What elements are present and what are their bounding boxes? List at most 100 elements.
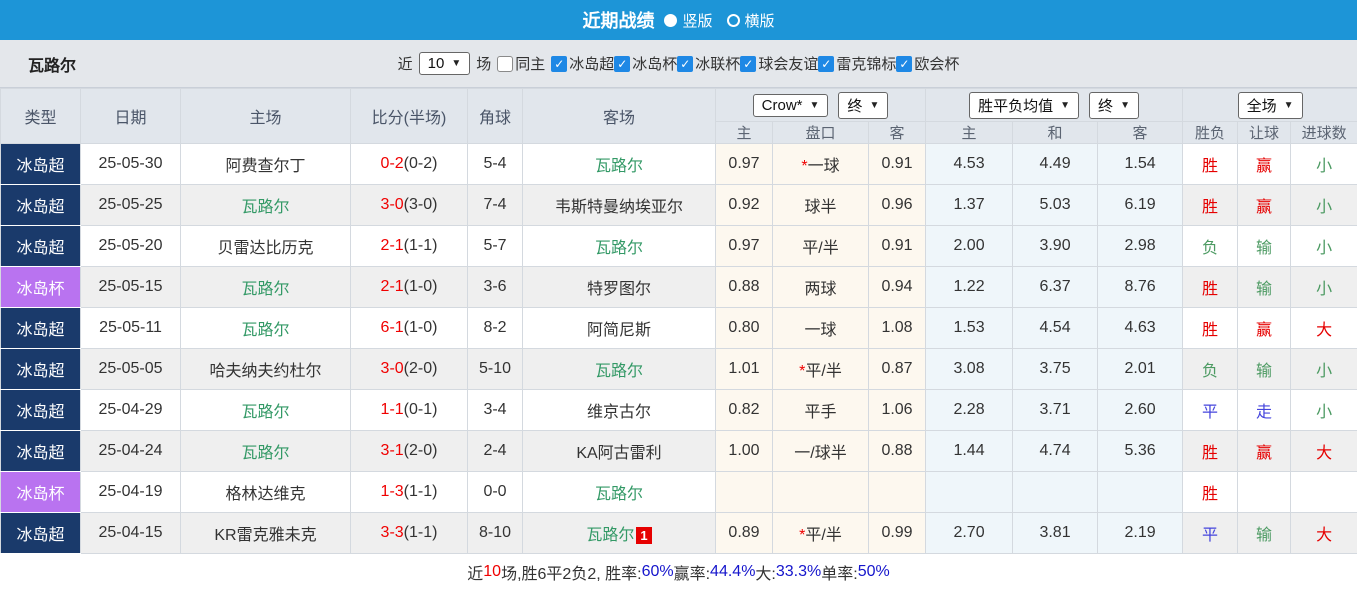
away-team[interactable]: 特罗图尔 (523, 267, 716, 308)
radio-icon[interactable] (727, 14, 740, 27)
home-team[interactable]: 瓦路尔 (181, 185, 351, 226)
league-filter[interactable]: ✓ 雷克锦标 (818, 53, 896, 74)
euro-odds-time-value: 终 (1098, 95, 1113, 116)
handicap-result-cell: 赢 (1238, 431, 1291, 472)
asian-home-odds: 0.92 (716, 185, 773, 226)
scope-select[interactable]: 全场 ▼ (1238, 92, 1303, 119)
away-team-name[interactable]: 韦斯特曼纳埃亚尔 (555, 199, 683, 216)
handicap-result-cell: 赢 (1238, 185, 1291, 226)
bookmaker-select[interactable]: Crow* ▼ (753, 94, 829, 117)
sub-header-asian-home: 主 (716, 122, 773, 144)
col-header-score: 比分(半场) (351, 89, 468, 144)
table-row: 冰岛超 25-05-11 瓦路尔 6-1(1-0) 8-2 阿简尼斯 0.80 … (1, 308, 1357, 349)
away-team[interactable]: 瓦路尔 (523, 349, 716, 390)
sub-header-win: 主 (926, 122, 1013, 144)
home-team[interactable]: 阿费查尔丁 (181, 144, 351, 185)
odds-draw: 6.37 (1013, 267, 1098, 308)
away-team[interactable]: 韦斯特曼纳埃亚尔 (523, 185, 716, 226)
euro-odds-time-select[interactable]: 终 ▼ (1089, 92, 1139, 119)
home-team[interactable]: 瓦路尔 (181, 308, 351, 349)
footer-stat-segment: 近 (467, 560, 483, 584)
goals-result-cell: 小 (1291, 226, 1357, 267)
home-team[interactable]: 格林达维克 (181, 472, 351, 513)
result-cell: 胜 (1183, 144, 1238, 185)
away-team-name[interactable]: 瓦路尔 (595, 363, 643, 380)
away-team-name[interactable]: 瓦路尔 (595, 158, 643, 175)
league-filter[interactable]: ✓ 冰联杯 (677, 53, 740, 74)
match-date: 25-05-05 (81, 349, 181, 390)
same-home-checkbox[interactable]: ✓ (497, 56, 513, 72)
away-team-name[interactable]: 维京古尔 (587, 404, 651, 421)
odds-draw: 4.54 (1013, 308, 1098, 349)
league-label: 冰岛超 (569, 53, 614, 74)
home-team[interactable]: 瓦路尔 (181, 390, 351, 431)
asian-home-odds: 0.82 (716, 390, 773, 431)
same-home-filter[interactable]: ✓ 同主 (497, 53, 545, 74)
layout-radio[interactable]: 横版 (727, 10, 775, 31)
away-team[interactable]: 维京古尔 (523, 390, 716, 431)
layout-radio-group: 竖版 横版 (664, 10, 774, 31)
sub-header-asian-away: 客 (869, 122, 926, 144)
match-count-select[interactable]: 10 ▼ (419, 52, 471, 75)
home-team[interactable]: 瓦路尔 (181, 431, 351, 472)
footer-stat-segment: 场,胜6平2负2, 胜率: (501, 560, 641, 584)
away-team[interactable]: 阿简尼斯 (523, 308, 716, 349)
asian-handicap: 一球 (773, 308, 869, 349)
odds-lose: 6.19 (1098, 185, 1183, 226)
halftime-score: (1-1) (404, 483, 438, 500)
league-checkbox[interactable]: ✓ (677, 56, 693, 72)
away-team-name[interactable]: KA阿古雷利 (576, 445, 661, 462)
euro-odds-type-select[interactable]: 胜平负均值 ▼ (969, 92, 1079, 119)
layout-radio[interactable]: 竖版 (664, 10, 712, 31)
league-checkbox[interactable]: ✓ (551, 56, 567, 72)
league-filter[interactable]: ✓ 球会友谊 (740, 53, 818, 74)
league-checkbox[interactable]: ✓ (896, 56, 912, 72)
radio-icon[interactable] (664, 14, 677, 27)
asian-away-odds: 0.91 (869, 144, 926, 185)
league-label: 球会友谊 (758, 53, 818, 74)
league-checkbox[interactable]: ✓ (614, 56, 630, 72)
away-team[interactable]: 瓦路尔 (523, 472, 716, 513)
league-badge: 冰岛超 (1, 513, 81, 554)
asian-home-odds (716, 472, 773, 513)
fulltime-score: 3-0 (381, 196, 404, 213)
league-filter[interactable]: ✓ 冰岛杯 (614, 53, 677, 74)
table-row: 冰岛超 25-04-24 瓦路尔 3-1(2-0) 2-4 KA阿古雷利 1.0… (1, 431, 1357, 472)
home-team[interactable]: 贝雷达比历克 (181, 226, 351, 267)
goals-result-cell: 小 (1291, 349, 1357, 390)
near-label: 近 (398, 53, 413, 74)
odds-draw: 5.03 (1013, 185, 1098, 226)
footer-stat-segment: 10 (483, 563, 501, 581)
away-team-name[interactable]: 瓦路尔 (595, 486, 643, 503)
league-checkbox[interactable]: ✓ (740, 56, 756, 72)
asian-away-odds: 0.87 (869, 349, 926, 390)
home-team[interactable]: KR雷克雅未克 (181, 513, 351, 554)
away-team-name[interactable]: 特罗图尔 (587, 281, 651, 298)
corner-cell: 5-10 (468, 349, 523, 390)
chevron-down-icon: ▼ (869, 100, 879, 111)
league-filter[interactable]: ✓ 欧会杯 (896, 53, 959, 74)
away-team-name[interactable]: 瓦路尔 (586, 527, 634, 544)
away-team-name[interactable]: 瓦路尔 (595, 240, 643, 257)
radio-label: 横版 (745, 10, 775, 31)
away-team[interactable]: 瓦路尔 (523, 144, 716, 185)
home-team[interactable]: 哈夫纳夫约杜尔 (181, 349, 351, 390)
league-filter[interactable]: ✓ 冰岛超 (551, 53, 614, 74)
odds-win: 1.53 (926, 308, 1013, 349)
euro-odds-header: 胜平负均值 ▼ 终 ▼ (926, 89, 1183, 122)
result-cell: 负 (1183, 226, 1238, 267)
sub-header-let: 让球 (1238, 122, 1291, 144)
away-team-name[interactable]: 阿简尼斯 (587, 322, 651, 339)
home-team[interactable]: 瓦路尔 (181, 267, 351, 308)
league-badge: 冰岛超 (1, 226, 81, 267)
away-team[interactable]: 瓦路尔 (523, 226, 716, 267)
league-checkbox[interactable]: ✓ (818, 56, 834, 72)
league-badge: 冰岛超 (1, 390, 81, 431)
away-team[interactable]: KA阿古雷利 (523, 431, 716, 472)
handicap-result-cell: 走 (1238, 390, 1291, 431)
sub-header-result: 胜负 (1183, 122, 1238, 144)
asian-odds-time-select[interactable]: 终 ▼ (838, 92, 888, 119)
